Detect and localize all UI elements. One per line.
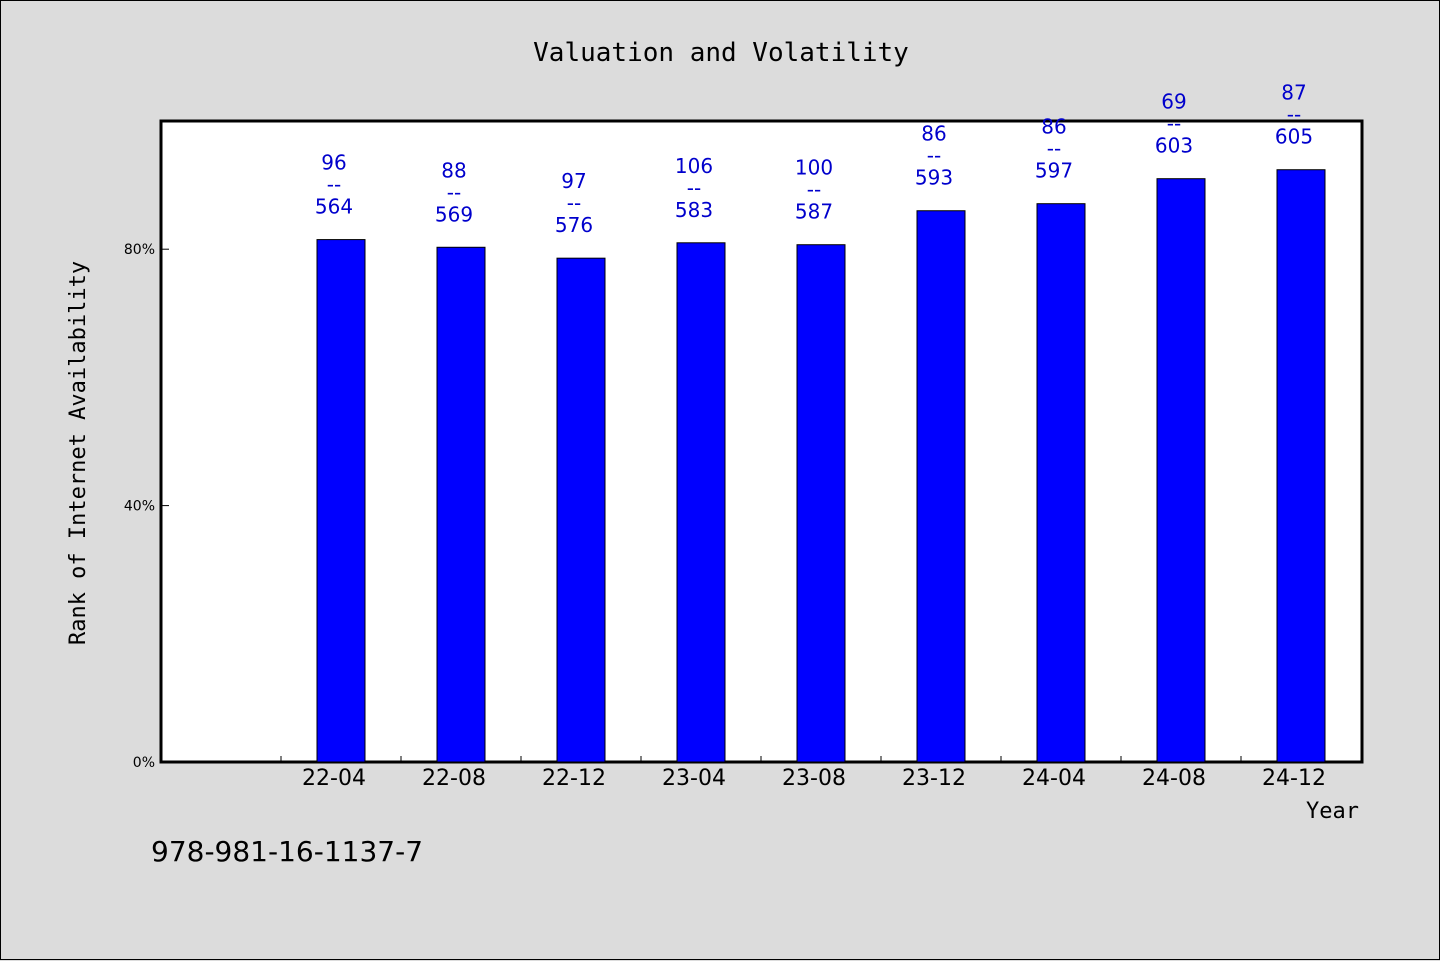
data-label-23-12-0: 86 (921, 122, 946, 146)
bar-24-04 (1036, 203, 1086, 763)
data-label-23-08-0: 100 (795, 156, 833, 180)
data-label-24-08-2: 603 (1155, 134, 1193, 158)
data-label-23-04-1: -- (687, 176, 701, 200)
x-tick-label-23-12: 23-12 (902, 766, 966, 791)
data-label-24-04-1: -- (1047, 137, 1061, 161)
x-tick-label-24-04: 24-04 (1022, 766, 1086, 791)
data-label-22-08-1: -- (447, 180, 461, 204)
data-label-23-12-1: -- (927, 144, 941, 168)
footnote-isbn: 978-981-16-1137-7 (151, 835, 424, 868)
data-label-22-08-0: 88 (441, 158, 466, 182)
data-label-23-08-1: -- (807, 178, 821, 202)
x-axis-label: Year (1306, 799, 1359, 824)
data-label-24-08-1: -- (1167, 112, 1181, 136)
y-tick-label-0: 0% (133, 755, 155, 771)
x-tick-label-23-08: 23-08 (782, 766, 846, 791)
x-tick-label-22-04: 22-04 (302, 766, 366, 791)
y-tick-label-40: 40% (124, 499, 155, 515)
data-label-24-12-2: 605 (1275, 125, 1313, 149)
data-label-23-08-2: 587 (795, 200, 833, 224)
data-label-22-12-0: 97 (561, 169, 586, 193)
data-label-23-04-2: 583 (675, 198, 713, 222)
bar-22-04 (316, 239, 366, 763)
data-label-24-08-0: 69 (1161, 90, 1186, 114)
x-tick-label-24-12: 24-12 (1262, 766, 1326, 791)
x-tick-label-22-08: 22-08 (422, 766, 486, 791)
data-label-24-12-1: -- (1287, 103, 1301, 127)
data-label-22-12-1: -- (567, 191, 581, 215)
bar-23-08 (796, 244, 846, 763)
data-label-22-04-1: -- (327, 173, 341, 197)
data-labels-group: 96--56488--56997--576106--583100--58786-… (315, 81, 1313, 237)
data-label-23-12-2: 593 (915, 166, 953, 190)
bar-24-08 (1156, 178, 1206, 763)
data-label-22-04-0: 96 (321, 151, 346, 175)
x-tick-label-23-04: 23-04 (662, 766, 726, 791)
data-label-24-04-2: 597 (1035, 159, 1073, 183)
data-label-24-12-0: 87 (1281, 81, 1306, 105)
y-axis-label: Rank of Internet Availability (66, 261, 91, 645)
data-label-24-04-0: 86 (1041, 115, 1066, 139)
y-axis: 0% 40% 80% (124, 242, 169, 771)
data-label-22-08-2: 569 (435, 202, 473, 226)
data-label-22-04-2: 564 (315, 195, 353, 219)
x-axis: 22-04 22-08 22-12 23-04 23-08 23-12 24-04 24-08… (280, 756, 1362, 791)
bar-23-04 (676, 242, 726, 763)
x-tick-label-24-08: 24-08 (1142, 766, 1206, 791)
chart-title: Valuation and Volatility (533, 38, 909, 68)
y-tick-label-80: 80% (124, 242, 155, 258)
bar-22-08 (436, 246, 486, 763)
x-tick-label-22-12: 22-12 (542, 766, 606, 791)
bar-22-12 (556, 257, 606, 763)
data-label-23-04-0: 106 (675, 154, 713, 178)
bars-group (316, 169, 1326, 763)
bar-23-12 (916, 210, 966, 763)
bar-24-12 (1276, 169, 1326, 763)
data-label-22-12-2: 576 (555, 213, 593, 237)
